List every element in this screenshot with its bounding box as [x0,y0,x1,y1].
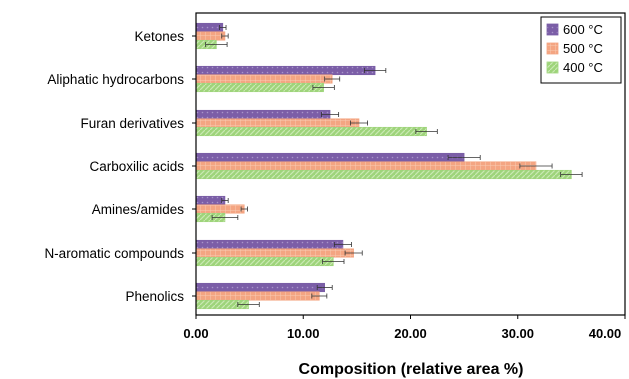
bar [195,282,325,293]
category-label: N-aromatic compounds [44,246,184,261]
legend-swatch [546,42,559,55]
bar [195,291,320,301]
bar [195,161,537,171]
category-label: Amines/amides [92,202,185,217]
bar [195,118,360,128]
legend-swatch [546,61,559,74]
category-label: Aliphatic hydrocarbons [47,72,184,87]
category-label: Furan derivatives [80,116,184,131]
bar [195,169,572,180]
bar [195,22,224,33]
bar [195,82,324,93]
bar [195,31,226,41]
bar [195,152,465,163]
bar [195,74,333,84]
legend-label: 400 °C [563,60,603,75]
bar [195,248,354,258]
bar [195,109,331,120]
category-label: Ketones [134,29,184,44]
legend-swatch [546,23,559,36]
x-tick-label: 30.00 [501,326,534,341]
category-label: Phenolics [125,289,184,304]
x-tick-label: 20.00 [394,326,427,341]
x-axis-title: Composition (relative area %) [299,361,524,378]
bar [195,126,427,137]
bar [195,239,344,250]
category-label: Carboxilic acids [89,159,184,174]
bar [195,65,376,76]
x-tick-label: 40.00 [589,326,622,341]
bar [195,204,245,214]
bar [195,256,334,267]
bar [195,195,226,206]
legend-label: 500 °C [563,41,603,56]
legend-label: 600 °C [563,22,603,37]
x-tick-label: 10.00 [287,326,320,341]
x-tick-label: 0.00 [183,326,208,341]
